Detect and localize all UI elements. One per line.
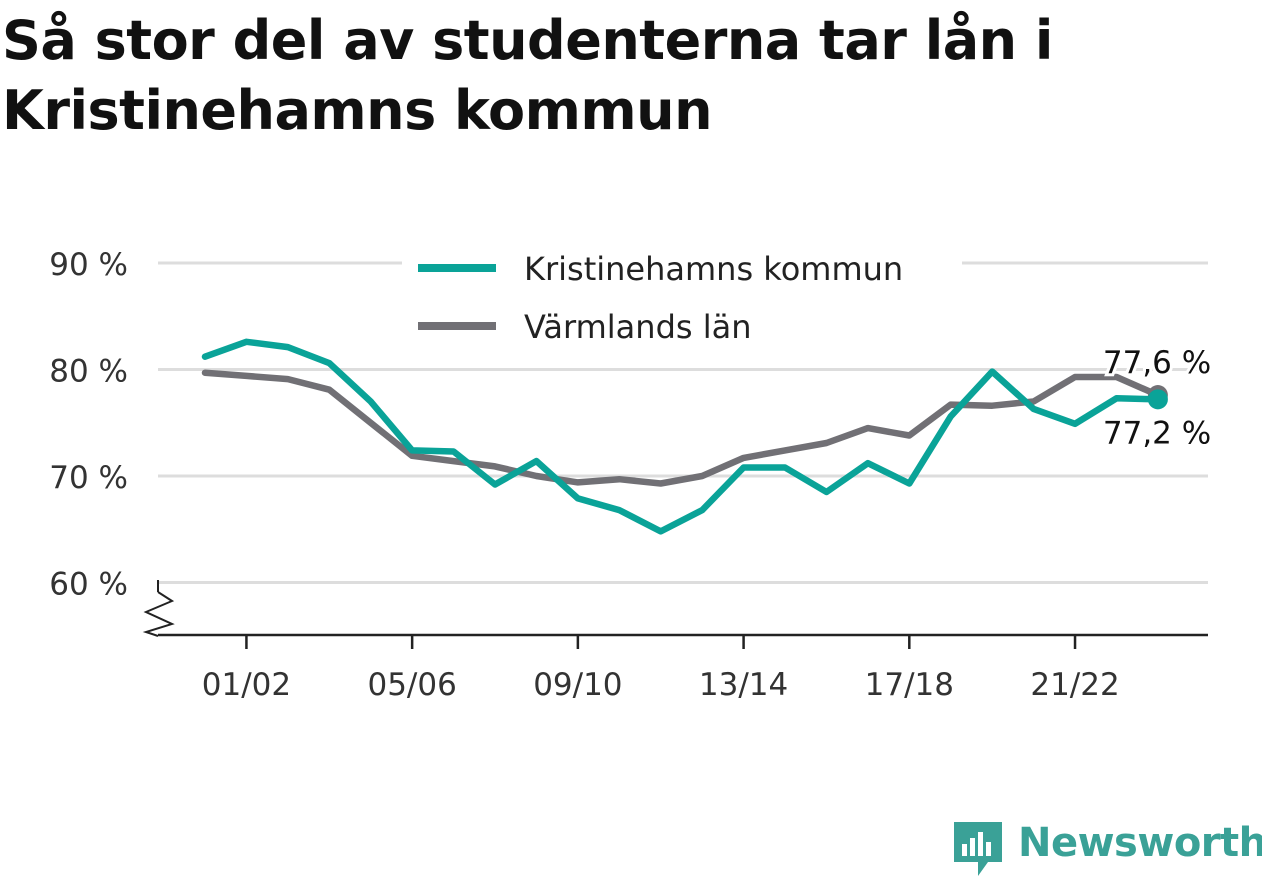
newsworthy-logo-icon (954, 822, 1002, 876)
y-tick-label: 90 % (49, 247, 128, 283)
legend: Kristinehamns kommun Värmlands län (402, 242, 962, 352)
end-point-kristinehamn (1147, 389, 1168, 410)
end-label-varmland: 77,6 % (1103, 345, 1211, 381)
y-tick-label: 70 % (49, 460, 128, 496)
legend-label: Kristinehamns kommun (524, 250, 903, 288)
y-axis-ticks: 60 % 70 % 80 % 90 % (49, 247, 128, 603)
end-labels: 77,2 % 77,6 % (1100, 342, 1214, 454)
series-line-kristinehamn (201, 338, 1162, 535)
brand-logo: Newsworthy (950, 818, 1262, 878)
legend-label: Värmlands län (524, 308, 752, 346)
series-line-varmland (201, 369, 1162, 487)
x-axis-ticks: 01/02 05/06 09/10 13/14 17/18 21/22 (202, 635, 1120, 703)
x-tick-label: 21/22 (1030, 667, 1119, 703)
end-label-kristinehamn: 77,2 % (1103, 415, 1211, 451)
chart-title: Så stor del av studenterna tar lån i Kri… (2, 9, 1053, 142)
y-tick-label: 80 % (49, 354, 128, 390)
x-tick-label: 09/10 (533, 667, 622, 703)
x-tick-label: 05/06 (367, 667, 456, 703)
x-tick-label: 13/14 (699, 667, 788, 703)
x-tick-label: 01/02 (202, 667, 291, 703)
axis-break-icon (142, 591, 175, 637)
series-lines (201, 338, 1168, 535)
brand-name: Newsworthy (1018, 820, 1262, 866)
x-tick-label: 17/18 (865, 667, 954, 703)
y-tick-label: 60 % (49, 567, 128, 603)
x-axis (142, 580, 1208, 637)
